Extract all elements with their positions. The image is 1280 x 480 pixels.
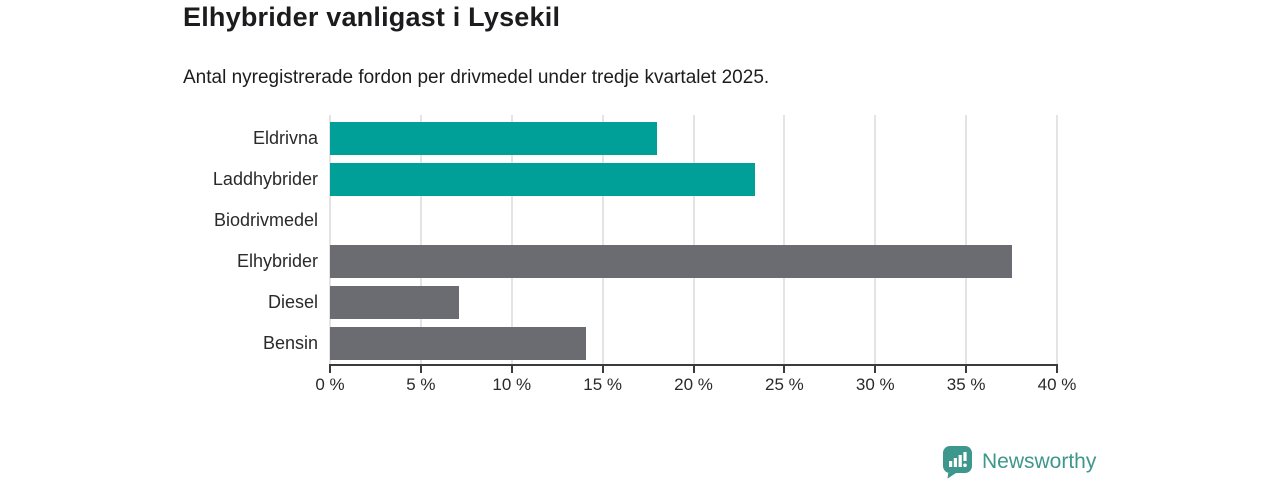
bar <box>330 286 460 319</box>
axis-tick-label: 10 % <box>492 375 532 394</box>
gridline <box>783 115 786 364</box>
category-label: Laddhybrider <box>212 169 318 189</box>
bar-track <box>330 245 1057 278</box>
bar <box>330 122 658 155</box>
axis-tick <box>874 366 877 373</box>
gridline <box>1056 115 1058 364</box>
category-label: Diesel <box>267 292 318 312</box>
bar-row: Bensin <box>183 323 1083 364</box>
bar-row: Biodrivmedel <box>183 200 1083 241</box>
gridline <box>601 115 604 364</box>
gridline <box>329 115 331 364</box>
bar-track <box>330 163 1057 196</box>
axis-tick <box>1056 366 1058 373</box>
gridline <box>419 115 422 364</box>
plot-gridlines <box>329 115 1058 364</box>
axis-tick <box>692 366 695 373</box>
axis-tick-label: 30 % <box>855 375 895 394</box>
axis-tick-label: 0 % <box>315 375 345 394</box>
bar-chart: Eldrivna Laddhybrider Biodrivmedel Elhybrid… <box>183 115 1083 418</box>
axis-tick-label: 25 % <box>765 375 804 394</box>
bar <box>330 245 1012 278</box>
newsworthy-logo-icon <box>943 446 972 479</box>
bar-row: Eldrivna <box>183 118 1083 159</box>
axis-labels: 0 % 5 % 10 % 15 % 20 % 25 % 30 % 35 % 40 % <box>315 375 1076 399</box>
axis-tick-label: 35 % <box>946 375 986 394</box>
bar-row: Elhybrider <box>183 241 1083 282</box>
axis-tick <box>419 366 422 373</box>
bar-row: Laddhybrider <box>183 159 1083 200</box>
bar <box>330 163 756 196</box>
bar-track <box>330 286 1057 319</box>
brand-name: Newsworthy <box>982 450 1097 473</box>
axis-tick <box>329 366 331 373</box>
gridline <box>510 115 513 364</box>
axis-ticks <box>329 366 1058 374</box>
axis-tick <box>601 366 604 373</box>
axis-tick-label: 5 % <box>406 375 436 394</box>
gridline <box>965 115 968 364</box>
newsworthy-logo[interactable]: Newsworthy <box>942 445 1096 479</box>
axis-tick <box>783 366 786 373</box>
chart-title: Elhybrider vanligast i Lysekil <box>183 2 561 32</box>
axis-tick-label: 15 % <box>583 375 622 394</box>
category-label: Biodrivmedel <box>213 210 318 230</box>
category-label: Elhybrider <box>236 251 318 271</box>
axis-tick <box>965 366 968 373</box>
bar-rows: Eldrivna Laddhybrider Biodrivmedel Elhybrid… <box>183 118 1083 364</box>
bar-track <box>330 122 1057 155</box>
category-label: Eldrivna <box>252 128 318 148</box>
speech-bubble-shape <box>943 446 972 479</box>
category-label: Bensin <box>262 333 318 353</box>
bar-row: Diesel <box>183 282 1083 323</box>
bar <box>330 327 587 360</box>
gridline <box>692 115 695 364</box>
gridline <box>874 115 877 364</box>
axis-tick-label: 40 % <box>1037 375 1077 394</box>
axis-tick-label: 20 % <box>674 375 713 394</box>
chart-subtitle: Antal nyregistrerade fordon per drivmede… <box>183 67 770 88</box>
axis-tick <box>510 366 513 373</box>
bar-track <box>330 204 1057 237</box>
x-axis-line <box>329 364 1058 366</box>
bar-track <box>330 327 1057 360</box>
